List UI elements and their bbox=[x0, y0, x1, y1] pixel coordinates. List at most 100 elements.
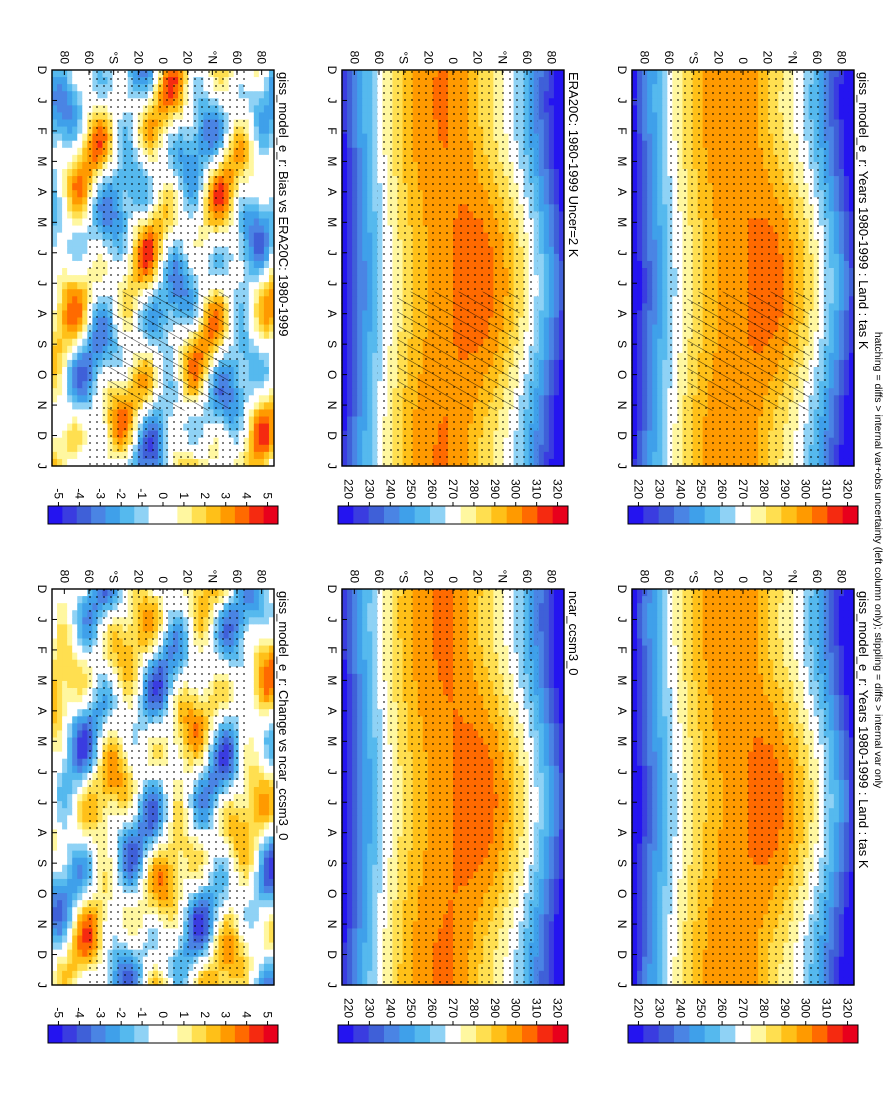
heatmap-cell bbox=[641, 324, 648, 333]
heatmap-cell bbox=[848, 395, 854, 403]
heatmap-cell bbox=[828, 949, 834, 958]
heatmap-cell bbox=[656, 970, 663, 979]
heatmap-cell bbox=[843, 409, 849, 418]
heatmap-cell bbox=[641, 204, 648, 213]
heatmap-cell bbox=[843, 596, 849, 604]
heatmap-cell bbox=[843, 176, 849, 184]
heatmap-cell bbox=[656, 190, 663, 198]
heatmap-cell bbox=[641, 296, 648, 304]
heatmap-cell bbox=[828, 260, 834, 269]
heatmap-cell bbox=[636, 260, 643, 269]
heatmap-cell bbox=[833, 695, 839, 703]
heatmap-cell bbox=[661, 680, 668, 689]
heatmap-cell bbox=[843, 154, 849, 163]
heatmap-cell bbox=[636, 794, 643, 802]
heatmap-cell bbox=[848, 970, 854, 979]
heatmap-cell bbox=[656, 871, 663, 880]
heatmap-cell bbox=[651, 645, 658, 654]
heatmap-cell bbox=[833, 388, 839, 396]
heatmap-cell bbox=[656, 423, 663, 432]
heatmap-cell bbox=[828, 388, 834, 396]
heatmap-cell bbox=[656, 765, 663, 774]
heatmap-cell bbox=[636, 345, 643, 354]
heatmap-cell bbox=[646, 451, 653, 460]
heatmap-cell bbox=[656, 935, 663, 944]
heatmap-cell bbox=[656, 886, 663, 894]
heatmap-cell bbox=[636, 751, 643, 760]
heatmap-cell bbox=[646, 211, 653, 220]
heatmap-cell bbox=[646, 423, 653, 432]
heatmap-cell bbox=[661, 119, 668, 128]
heatmap-cell bbox=[661, 211, 668, 220]
heatmap-cell bbox=[838, 352, 844, 361]
heatmap-cell bbox=[848, 645, 854, 654]
heatmap-cell bbox=[828, 765, 834, 774]
heatmap-cell bbox=[651, 112, 658, 121]
heatmap-cell bbox=[661, 631, 668, 640]
heatmap-cell bbox=[843, 921, 849, 930]
heatmap-cell bbox=[641, 352, 648, 361]
heatmap-cell bbox=[838, 402, 844, 411]
heatmap-cell bbox=[636, 942, 643, 951]
heatmap-cell bbox=[833, 596, 839, 604]
heatmap-cell bbox=[848, 907, 854, 915]
heatmap-cell bbox=[641, 963, 648, 972]
heatmap-cell bbox=[636, 289, 643, 297]
heatmap-cell bbox=[843, 218, 849, 227]
heatmap-cell bbox=[843, 815, 849, 823]
heatmap-cell bbox=[838, 737, 844, 746]
heatmap-cell bbox=[641, 666, 648, 675]
heatmap-cell bbox=[651, 758, 658, 767]
heatmap-cell bbox=[848, 98, 854, 106]
heatmap-cell bbox=[838, 91, 844, 99]
heatmap-cell bbox=[636, 204, 643, 213]
heatmap-cell bbox=[641, 282, 648, 290]
heatmap-cell bbox=[833, 836, 839, 845]
heatmap-cell bbox=[656, 624, 663, 633]
heatmap-cell bbox=[641, 105, 648, 114]
heatmap-cell bbox=[828, 673, 834, 682]
heatmap-cell bbox=[661, 388, 668, 396]
heatmap-cell bbox=[636, 430, 643, 439]
heatmap-cell bbox=[661, 794, 668, 802]
heatmap-cell bbox=[828, 430, 834, 439]
heatmap-cell bbox=[656, 709, 663, 717]
heatmap-cell bbox=[661, 829, 668, 838]
heatmap-cell bbox=[656, 723, 663, 732]
heatmap-cell bbox=[651, 176, 658, 184]
heatmap-cell bbox=[833, 666, 839, 675]
heatmap-cell bbox=[641, 409, 648, 418]
heatmap-cell bbox=[828, 822, 834, 831]
heatmap-cell bbox=[848, 126, 854, 135]
heatmap-cell bbox=[848, 935, 854, 944]
heatmap-cell bbox=[651, 275, 658, 283]
heatmap-cell bbox=[833, 949, 839, 958]
heatmap-cell bbox=[651, 843, 658, 852]
heatmap-cell bbox=[838, 105, 844, 114]
heatmap-cell bbox=[656, 808, 663, 816]
heatmap-cell bbox=[661, 716, 668, 724]
heatmap-cell bbox=[848, 680, 854, 689]
heatmap-cell bbox=[838, 829, 844, 838]
heatmap-cell bbox=[848, 666, 854, 675]
heatmap-cell bbox=[661, 359, 668, 368]
heatmap-cell bbox=[646, 317, 653, 326]
heatmap-cell bbox=[646, 338, 653, 347]
heatmap-cell bbox=[636, 105, 643, 114]
heatmap-cell bbox=[843, 324, 849, 333]
heatmap-cell bbox=[838, 282, 844, 290]
heatmap-cell bbox=[651, 154, 658, 163]
heatmap-cell bbox=[828, 751, 834, 760]
heatmap-cell bbox=[843, 680, 849, 689]
heatmap-cell bbox=[848, 176, 854, 184]
heatmap-cell bbox=[656, 914, 663, 922]
heatmap-cell bbox=[828, 458, 834, 467]
heatmap-cell bbox=[636, 282, 643, 290]
heatmap-cell bbox=[641, 303, 648, 312]
heatmap-cell bbox=[661, 260, 668, 269]
heatmap-cell bbox=[656, 169, 663, 177]
heatmap-cell bbox=[641, 794, 648, 802]
heatmap-cell bbox=[636, 638, 643, 647]
colorbar-swatch bbox=[673, 506, 690, 524]
heatmap-cell bbox=[651, 610, 658, 618]
